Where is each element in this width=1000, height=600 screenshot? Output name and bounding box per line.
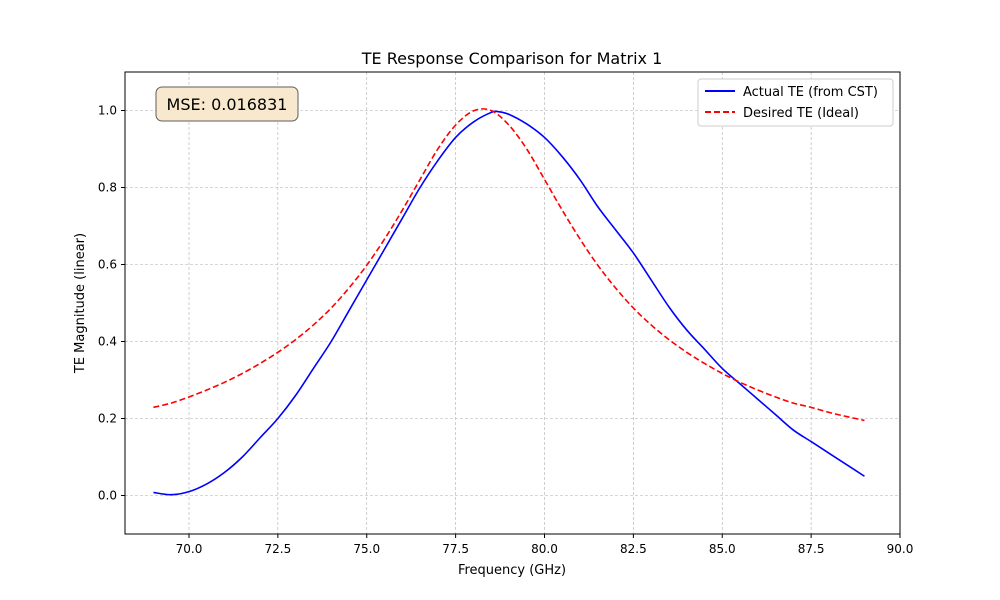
x-tick-label: 87.5 — [798, 542, 825, 556]
x-tick-label: 75.0 — [353, 542, 380, 556]
mse-text: MSE: 0.016831 — [167, 95, 288, 114]
y-axis-label: TE Magnitude (linear) — [73, 233, 88, 374]
y-tick-label: 0.8 — [98, 181, 117, 195]
x-tick-label: 72.5 — [265, 542, 292, 556]
x-axis-label: Frequency (GHz) — [458, 563, 566, 578]
x-tick-label: 80.0 — [531, 542, 558, 556]
y-tick-label: 0.4 — [98, 335, 117, 349]
legend-label-actual: Actual TE (from CST) — [743, 85, 878, 100]
ticks: 70.0 72.5 75.0 77.5 80.0 82.5 85.0 87.5 90.0 0.0 0… — [98, 104, 913, 557]
series-line-actual-te — [153, 110, 865, 496]
x-tick-label: 85.0 — [709, 542, 736, 556]
x-tick-label: 90.0 — [887, 542, 914, 556]
chart-title: TE Response Comparison for Matrix 1 — [361, 49, 663, 68]
legend-label-desired: Desired TE (Ideal) — [743, 106, 859, 121]
y-tick-label: 0.6 — [98, 258, 117, 272]
mse-annotation: MSE: 0.016831 — [155, 86, 299, 122]
x-tick-label: 70.0 — [176, 542, 203, 556]
series-layer — [153, 108, 865, 496]
plot-frame — [124, 71, 901, 535]
x-tick-label: 82.5 — [620, 542, 647, 556]
y-tick-label: 0.2 — [98, 412, 117, 426]
legend: Actual TE (from CST) Desired TE (Ideal) — [697, 78, 894, 127]
x-tick-label: 77.5 — [442, 542, 469, 556]
mse-box — [155, 86, 299, 122]
series-line-desired-te — [153, 108, 865, 422]
legend-box — [697, 78, 894, 127]
y-tick-label: 1.0 — [98, 104, 117, 118]
y-tick-label: 0.0 — [98, 489, 117, 503]
